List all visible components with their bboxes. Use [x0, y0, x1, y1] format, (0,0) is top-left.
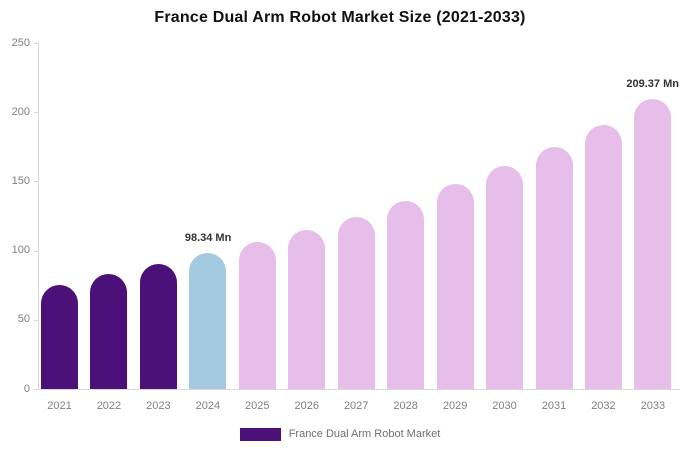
y-axis-tick [34, 389, 38, 390]
bar-2028[interactable] [387, 200, 425, 389]
x-tick-label-2031: 2031 [541, 400, 567, 412]
x-tick-label-2022: 2022 [96, 400, 122, 412]
x-tick-label-2026: 2026 [294, 400, 319, 412]
x-tick-label-2029: 2029 [442, 400, 468, 412]
x-tick-label-2024: 2024 [195, 400, 221, 412]
bar-2030[interactable] [486, 166, 524, 389]
bar-2029[interactable] [436, 184, 474, 389]
x-tick-label-2025: 2025 [245, 400, 270, 412]
bar-2026[interactable] [288, 229, 326, 389]
y-tick-label: 200 [11, 105, 30, 118]
y-tick-label: 0 [23, 382, 30, 395]
legend-item[interactable]: France Dual Arm Robot Market [0, 426, 680, 442]
annotation-2033: 209.37 Mn [626, 78, 679, 91]
bar-2027[interactable] [337, 217, 375, 389]
bar-2031[interactable] [535, 146, 573, 389]
x-tick-label-2032: 2032 [591, 400, 616, 412]
y-axis-tick [34, 112, 38, 114]
y-tick-label: 250 [11, 36, 30, 49]
bar-2023[interactable] [139, 264, 177, 389]
x-tick-label-2023: 2023 [146, 400, 171, 412]
chart-title: France Dual Arm Robot Market Size (2021-… [154, 9, 526, 26]
y-axis-line [38, 42, 39, 389]
x-tick-label-2030: 2030 [492, 400, 517, 412]
x-tick-label-2021: 2021 [47, 400, 72, 412]
bar-2025[interactable] [238, 242, 276, 389]
bar-2022[interactable] [90, 274, 128, 389]
bar-2033[interactable] [634, 99, 672, 389]
legend-label: France Dual Arm Robot Market [288, 427, 441, 440]
x-axis-line [38, 389, 680, 390]
bar-2032[interactable] [584, 124, 622, 389]
legend-swatch [239, 427, 281, 441]
y-tick-label: 50 [17, 313, 30, 326]
y-tick-label: 150 [11, 174, 30, 187]
annotation-2024: 98.34 Mn [184, 231, 232, 244]
x-tick-label-2027: 2027 [343, 400, 369, 412]
y-tick-label: 100 [11, 244, 30, 257]
y-axis-tick [34, 181, 38, 183]
bar-2024[interactable] [189, 252, 227, 389]
y-axis-tick [34, 43, 38, 44]
bar-2021[interactable] [41, 285, 78, 389]
x-tick-label-2028: 2028 [393, 400, 418, 412]
x-tick-label-2033: 2033 [640, 400, 666, 412]
y-axis-tick [34, 250, 38, 252]
y-axis-tick [34, 319, 38, 321]
